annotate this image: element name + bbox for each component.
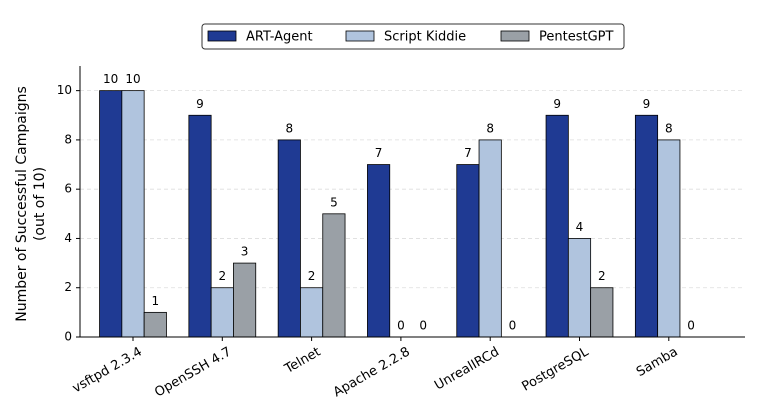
bar <box>545 114 569 338</box>
value-label: 9 <box>643 97 651 111</box>
x-tick-label: vsftpd 2.3.4 <box>70 345 145 397</box>
bar <box>188 114 212 338</box>
bar <box>567 238 592 338</box>
x-tick-label: Telnet <box>281 345 323 378</box>
value-label: 8 <box>665 121 673 135</box>
bar <box>322 213 346 338</box>
value-label: 5 <box>330 195 338 209</box>
bar <box>121 90 145 338</box>
y-tick-label: 2 <box>64 280 72 294</box>
legend-label: Script Kiddie <box>384 30 466 45</box>
y-axis-label: (out of 10) <box>32 167 48 241</box>
legend-swatch <box>345 30 375 42</box>
x-tick-label: OpenSSH 4.7 <box>152 345 234 401</box>
value-label: 8 <box>285 121 293 135</box>
x-tick-label: PostgreSQL <box>519 344 591 394</box>
y-tick-label: 6 <box>64 182 72 196</box>
bar <box>590 287 614 338</box>
value-label: 2 <box>218 269 226 283</box>
y-tick-label: 4 <box>64 231 72 245</box>
bar <box>456 164 480 338</box>
y-axis-label: Number of Successful Campaigns <box>14 86 30 322</box>
bar <box>300 287 324 338</box>
legend-swatch <box>207 30 237 42</box>
bar <box>210 287 234 338</box>
value-label: 0 <box>509 319 517 333</box>
bar <box>233 262 257 338</box>
y-tick-label: 0 <box>64 330 72 344</box>
value-label: 9 <box>553 97 561 111</box>
value-label: 9 <box>196 97 204 111</box>
legend-frame <box>201 23 625 50</box>
value-label: 2 <box>598 269 606 283</box>
value-label: 1 <box>151 294 159 308</box>
y-tick-label: 8 <box>64 132 72 146</box>
value-label: 0 <box>397 319 405 333</box>
bar <box>634 114 659 338</box>
value-label: 3 <box>241 245 249 259</box>
value-label: 0 <box>687 319 695 333</box>
bar <box>478 139 502 338</box>
bar <box>367 164 391 338</box>
value-label: 4 <box>576 220 584 234</box>
value-label: 8 <box>486 121 494 135</box>
value-label: 0 <box>419 319 427 333</box>
x-tick-label: Samba <box>634 345 681 381</box>
legend-label: ART-Agent <box>246 30 313 45</box>
value-label: 2 <box>308 269 316 283</box>
value-label: 7 <box>375 146 383 160</box>
legend-swatch <box>500 30 530 42</box>
legend-label: PentestGPT <box>539 30 613 45</box>
x-tick-label: Apache 2.2.8 <box>331 345 413 401</box>
value-label: 10 <box>125 72 140 86</box>
x-tick-label: UnrealIRCd <box>432 345 502 394</box>
value-label: 7 <box>464 146 472 160</box>
bar <box>277 139 301 338</box>
bar <box>99 90 123 338</box>
legend: ART-Agent Script Kiddie PentestGPT <box>201 23 625 50</box>
value-label: 10 <box>103 72 118 86</box>
bar <box>143 311 167 338</box>
bar <box>657 139 681 338</box>
y-tick-label: 10 <box>57 83 72 97</box>
